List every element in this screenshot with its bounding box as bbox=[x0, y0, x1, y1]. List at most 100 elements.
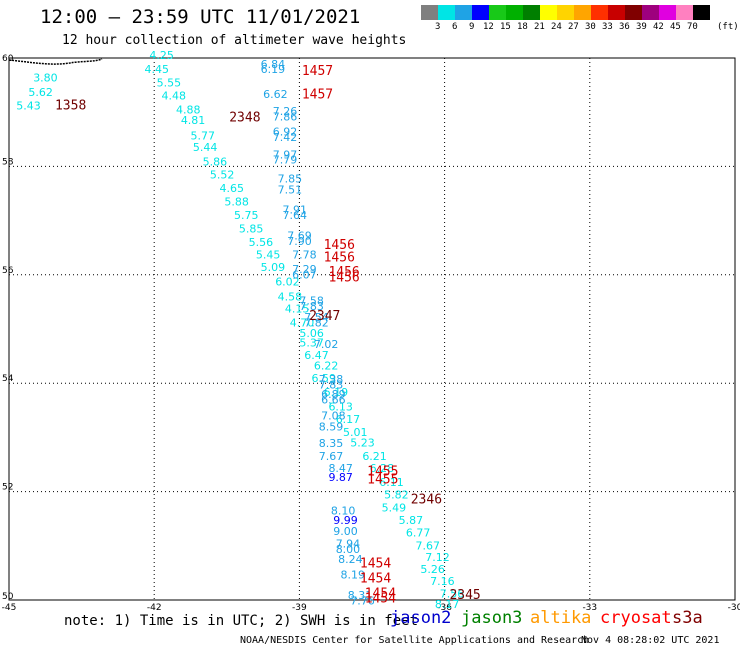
wave-height-value: 3.80 bbox=[33, 71, 58, 84]
wave-height-value: 4.45 bbox=[145, 63, 170, 76]
y-tick-label: 52 bbox=[2, 483, 13, 493]
satellite-legend-cryosat: cryosat bbox=[600, 608, 672, 628]
wave-height-value: 9.00 bbox=[333, 525, 358, 538]
plot-frame bbox=[8, 57, 736, 601]
wave-height-value: 7.94 bbox=[336, 537, 361, 550]
pass-time-label: 1457 bbox=[302, 64, 333, 79]
wave-height-value: 7.83 bbox=[319, 379, 344, 392]
wave-height-value: 6.21 bbox=[362, 450, 387, 463]
wave-height-value: 8.24 bbox=[338, 553, 363, 566]
color-swatch bbox=[659, 5, 676, 20]
wave-height-value: 7.29 bbox=[292, 263, 317, 276]
wave-height-value: 5.86 bbox=[203, 155, 228, 168]
pass-time-label: 1456 bbox=[324, 238, 355, 253]
color-scale-label: 12 bbox=[483, 22, 494, 32]
wave-height-value: 7.67 bbox=[319, 450, 344, 463]
wave-height-value: 7.79 bbox=[273, 154, 298, 167]
pass-time-label: 1456 bbox=[328, 270, 359, 285]
wave-height-value: 7.42 bbox=[273, 131, 298, 144]
wave-height-value: 5.87 bbox=[399, 514, 424, 527]
wave-height-value: 7.54 bbox=[304, 311, 329, 324]
color-swatch bbox=[591, 5, 608, 20]
wave-height-value: 6.13 bbox=[328, 400, 353, 413]
color-swatch bbox=[574, 5, 591, 20]
wave-height-value: 7.78 bbox=[292, 249, 317, 262]
pass-time-label: 1457 bbox=[302, 88, 333, 103]
wave-height-value: 4.65 bbox=[220, 182, 245, 195]
x-tick-label: -33 bbox=[582, 603, 597, 613]
wave-height-value: 8.10 bbox=[331, 504, 356, 517]
pass-time-label: 2345 bbox=[449, 588, 480, 603]
color-swatch bbox=[608, 5, 625, 20]
pass-time-label: 1454 bbox=[360, 556, 391, 571]
pass-time-label: 1455 bbox=[367, 464, 398, 479]
wave-height-value: 5.55 bbox=[157, 77, 182, 90]
wave-height-value: 8.35 bbox=[319, 437, 344, 450]
wave-height-value: 4.25 bbox=[149, 49, 174, 62]
wave-height-value: 7.56 bbox=[440, 587, 465, 600]
y-tick-label: 56 bbox=[2, 266, 14, 276]
pass-time-label: 2347 bbox=[309, 309, 340, 324]
color-scale-label: 39 bbox=[636, 22, 647, 32]
color-scale-label: 70 bbox=[687, 22, 698, 32]
wave-height-value: 4.70 bbox=[290, 316, 315, 329]
wave-height-value: 6.47 bbox=[304, 349, 329, 362]
color-scale-label: 42 bbox=[653, 22, 664, 32]
pass-time-label: 2348 bbox=[229, 110, 260, 125]
color-swatch bbox=[625, 5, 642, 20]
color-scale-label: 3 bbox=[435, 22, 441, 32]
wave-height-value: 8.59 bbox=[319, 420, 344, 433]
generated-timestamp: Nov 4 08:28:02 UTC 2021 bbox=[581, 635, 720, 646]
wave-height-value: 6.19 bbox=[324, 386, 349, 399]
wave-height-value: 8.00 bbox=[336, 543, 361, 556]
color-scale-legend bbox=[421, 5, 710, 20]
wave-height-value: 4.88 bbox=[176, 103, 201, 116]
color-swatch bbox=[455, 5, 472, 20]
wave-height-value: 5.56 bbox=[249, 236, 274, 249]
wave-height-value: 4.15 bbox=[285, 303, 310, 316]
wave-height-value: 5.49 bbox=[382, 502, 407, 515]
wave-height-value: 7.64 bbox=[282, 209, 307, 222]
chart-title: 12:00 — 23:59 UTC 11/01/2021 bbox=[40, 6, 361, 28]
color-swatch bbox=[472, 5, 489, 20]
color-scale-label: 36 bbox=[619, 22, 630, 32]
wave-height-value: 6.02 bbox=[275, 276, 300, 289]
wave-height-value: 8.19 bbox=[341, 568, 366, 581]
wave-height-value: 7.02 bbox=[314, 338, 339, 351]
wave-height-value: 5.09 bbox=[261, 261, 286, 274]
pass-time-label: 1358 bbox=[55, 98, 86, 113]
color-swatch bbox=[506, 5, 523, 20]
wave-height-value: 5.44 bbox=[193, 141, 218, 154]
color-swatch bbox=[523, 5, 540, 20]
wave-height-value: 5.43 bbox=[16, 99, 41, 112]
color-swatch bbox=[540, 5, 557, 20]
wave-height-value: 5.77 bbox=[191, 129, 216, 142]
y-tick-label: 58 bbox=[2, 157, 14, 167]
wave-height-value: 7.38 bbox=[319, 373, 344, 386]
color-swatch bbox=[438, 5, 455, 20]
wave-height-value: 4.81 bbox=[181, 114, 206, 127]
wave-height-value: 8.31 bbox=[348, 589, 373, 602]
color-scale-label: 9 bbox=[469, 22, 475, 32]
satellite-legend-s3a: s3a bbox=[672, 608, 703, 628]
y-tick-label: 60 bbox=[2, 54, 14, 64]
y-tick-label: 54 bbox=[2, 374, 14, 384]
wave-height-value: 6.22 bbox=[314, 360, 339, 373]
wave-height-value: 6.77 bbox=[406, 527, 431, 540]
wave-height-value: 7.58 bbox=[299, 295, 324, 308]
color-scale-label: 27 bbox=[568, 22, 579, 32]
wave-height-value: 5.85 bbox=[239, 223, 264, 236]
wave-height-value: 7.08 bbox=[321, 410, 346, 423]
pass-time-label: 1456 bbox=[328, 265, 359, 280]
wave-height-value: 5.52 bbox=[210, 168, 235, 181]
color-scale-label: 45 bbox=[670, 22, 681, 32]
wave-height-value: 6.19 bbox=[261, 63, 286, 76]
wave-height-value: 7.16 bbox=[430, 575, 455, 588]
wave-height-value: 6.07 bbox=[292, 269, 317, 282]
satellite-legend-altika: altika bbox=[530, 608, 592, 628]
wave-height-value: 8.17 bbox=[435, 598, 460, 611]
pass-time-label: 2346 bbox=[411, 493, 442, 508]
satellite-legend-jason2: jason2 bbox=[390, 608, 452, 628]
